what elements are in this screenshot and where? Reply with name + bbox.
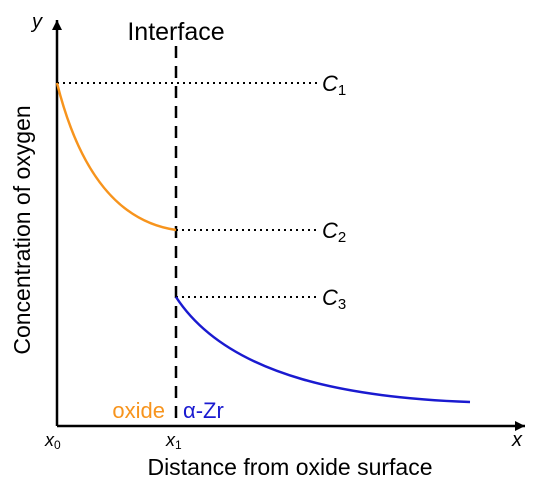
c2-label: C2 [322,218,346,246]
x1-tick-sub: 1 [175,438,182,452]
c2-label-base: C [322,218,338,243]
zr-region-label: α-Zr [183,398,224,423]
c2-label-sub: 2 [338,229,346,246]
zr-concentration-curve [174,296,471,404]
x-axis-title: Distance from oxide surface [147,454,432,480]
x1-tick-base: x [165,430,176,450]
x0-tick-sub: 0 [54,438,61,452]
interface-label: Interface [127,18,224,46]
x0-tick-base: x [44,430,55,450]
x1-tick-label: x1 [165,430,182,452]
oxide-concentration-curve [55,82,177,232]
c1-label: C1 [322,71,346,99]
y-axis-symbol: y [30,11,43,33]
x0-tick-label: x0 [44,430,61,452]
c3-label-base: C [322,285,338,310]
c3-label-sub: 3 [338,296,346,313]
c3-label: C3 [322,285,346,313]
oxide-region-label: oxide [112,398,165,423]
x-axis-symbol: x [511,429,523,451]
c1-label-base: C [322,71,338,96]
y-axis-title: Concentration of oxygen [9,105,35,354]
c1-label-sub: 1 [338,82,346,99]
